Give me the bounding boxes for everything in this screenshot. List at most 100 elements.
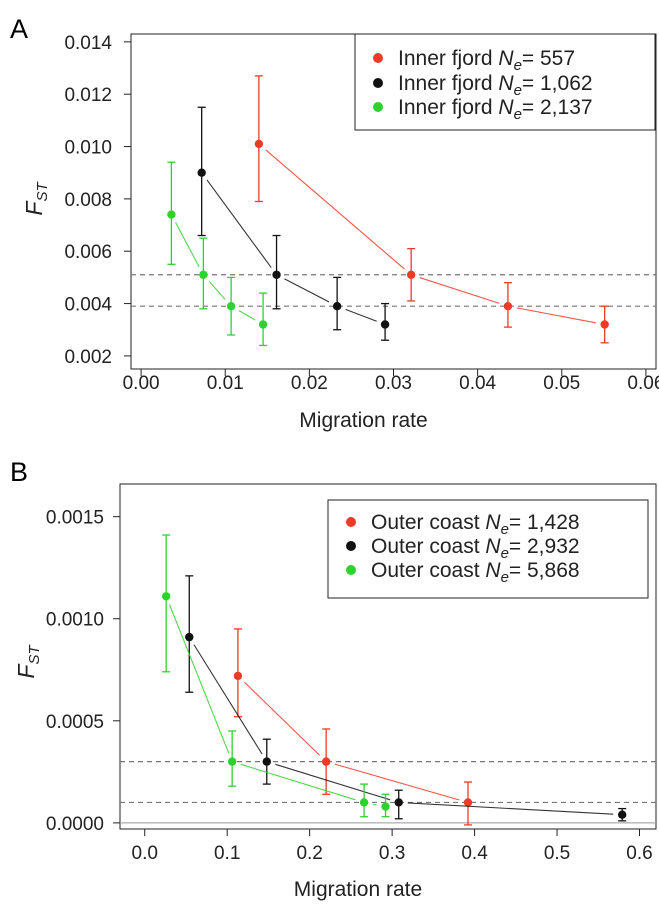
y-tick-label: 0.014 [64,33,112,54]
series-line [334,763,460,801]
data-point [380,320,390,329]
legend-marker [346,541,356,551]
y-axis-label-symbol: F [13,663,39,679]
panel-label: A [10,14,28,44]
series-black [197,106,390,341]
data-point [359,798,369,807]
x-axis: 0.0 0.1 0.2 0.3 0.4 0.5 0.6 [132,829,653,864]
legend-subscript: e [501,545,509,562]
series-line [372,803,377,806]
data-point [254,139,264,149]
legend-subscript: e [514,57,522,74]
series-line [243,681,321,756]
y-axis-label-subscript: ST [34,181,51,202]
legend-marker [373,78,383,88]
legend-entry: Outer coast Ne= 5,868 [371,559,580,586]
x-tick-label: 0.02 [291,373,328,394]
legend-name: Outer coast [371,511,485,534]
y-tick-label: 0.008 [64,190,112,211]
x-tick-label: 0.0 [132,843,158,864]
data-point [272,270,281,279]
data-point [199,270,208,279]
legend-name: Outer coast [371,559,485,582]
y-tick-label: 0.010 [64,138,112,159]
data-point [381,802,390,811]
data-point [617,810,627,819]
series-line [206,179,272,268]
legend-marker [373,102,383,112]
legend-subscript: e [514,106,522,123]
legend-name: Inner fjord [398,47,498,70]
y-tick-label: 0.004 [64,295,112,316]
series-red [233,628,473,826]
legend-value: = 5,868 [509,559,580,582]
legend-value: = 2,137 [522,96,593,119]
data-point [258,320,268,329]
legend-entry: Outer coast Ne= 1,428 [371,511,580,538]
plot-area [119,483,657,830]
legend-symbol: N [498,96,514,119]
legend-value: = 2,932 [509,535,580,558]
legend-entry: Inner fjord Ne= 2,137 [398,96,593,123]
y-tick-label: 0.0010 [46,610,104,631]
data-point [227,757,237,766]
x-tick-label: 0.03 [375,373,412,394]
legend-box [327,499,649,599]
y-tick-label: 0.0005 [46,712,104,733]
series-green [167,161,268,347]
y-axis-label: FST [21,181,51,216]
series-line [419,277,500,304]
legend-name: Outer coast [371,535,485,558]
y-tick-label: 0.006 [64,242,112,263]
x-tick-label: 0.1 [214,843,240,864]
legend-entry: Inner fjord Ne= 557 [398,47,575,74]
series-green [161,534,390,818]
series-line [345,308,377,322]
series-red [254,75,609,344]
y-tick-label: 0.012 [64,85,112,106]
panel-a: A 0.00 0.01 0.02 0.03 0.04 0.05 0.06 Migration r… [10,14,659,432]
x-tick-label: 0.2 [296,843,322,864]
y-tick-label: 0.0015 [46,508,104,529]
data-point [463,798,473,807]
series-line [175,222,200,268]
legend-marker [346,565,356,575]
legend-name: Inner fjord [398,96,498,119]
legend-symbol: N [485,559,501,582]
legend-symbol: N [485,535,501,558]
y-axis-label-subscript: ST [26,644,43,665]
y-axis: 0.0000 0.0005 0.0010 0.0015 [46,508,120,835]
data-point [167,210,176,219]
legend-symbol: N [485,511,501,534]
legend-value: = 557 [522,47,575,70]
series-line [275,763,391,801]
x-tick-label: 0.06 [627,373,659,394]
data-point [503,301,513,311]
series-line [407,802,614,815]
legend-entry: Outer coast Ne= 2,932 [371,535,580,562]
data-point [161,592,171,601]
data-point [600,320,609,329]
series-black [185,575,627,822]
legend-entry: Inner fjord Ne= 1,062 [398,72,593,99]
x-axis: 0.00 0.01 0.02 0.03 0.04 0.05 0.06 [123,369,659,394]
legend-symbol: N [498,72,514,95]
series-line [208,281,226,300]
data-point [226,301,236,311]
data-point [233,671,243,681]
x-tick-label: 0.01 [207,373,244,394]
data-point [321,757,331,766]
x-tick-label: 0.4 [461,843,488,864]
legend-marker [346,517,356,527]
series-line [265,149,405,270]
data-point [197,168,206,177]
y-axis-label: FST [13,644,43,679]
data-point [394,798,403,807]
x-tick-label: 0.3 [379,843,405,864]
legend-value: = 1,428 [509,511,580,534]
legend-name: Inner fjord [398,72,498,95]
x-tick-label: 0.5 [544,843,570,864]
y-axis-label-symbol: F [21,200,47,216]
